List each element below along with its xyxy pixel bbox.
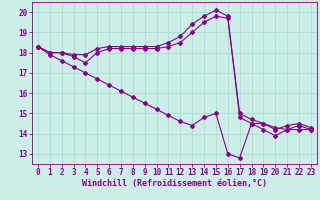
- X-axis label: Windchill (Refroidissement éolien,°C): Windchill (Refroidissement éolien,°C): [82, 179, 267, 188]
